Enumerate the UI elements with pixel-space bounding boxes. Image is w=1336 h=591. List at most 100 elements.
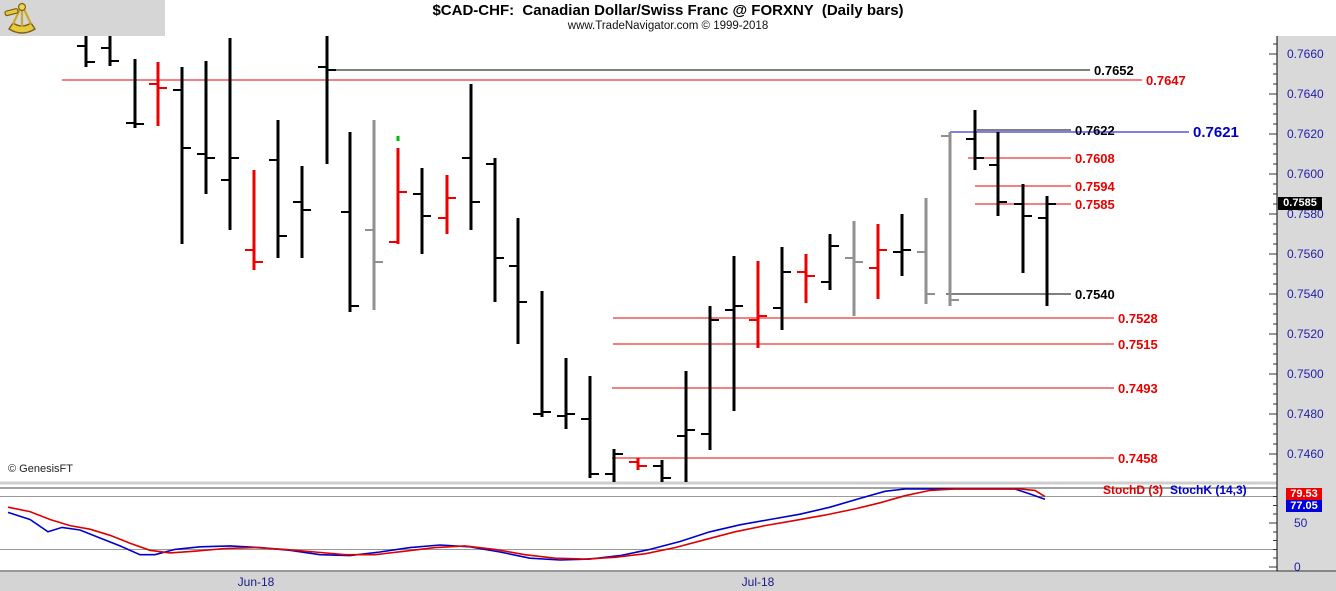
price-axis-label-0.7640: 0.7640 — [1287, 87, 1324, 101]
price-bar — [108, 36, 112, 66]
price-axis-label-0.7580: 0.7580 — [1287, 207, 1324, 221]
level-label-0.7594: 0.7594 — [1075, 179, 1116, 194]
bar-close-tick — [614, 453, 623, 455]
bar-close-tick — [975, 157, 984, 159]
current-price-badge: 0.7585 — [1278, 197, 1322, 210]
bar-close-tick — [638, 465, 647, 467]
bar-close-tick — [374, 261, 383, 263]
bar-open-tick — [893, 251, 902, 253]
bar-close-tick — [350, 305, 359, 307]
bar-open-tick — [701, 433, 710, 435]
bar-open-tick — [318, 66, 327, 68]
bar-open-tick — [989, 164, 998, 166]
bar-close-tick — [734, 305, 743, 307]
bar-close-tick — [686, 429, 695, 431]
bar-close-tick — [758, 315, 767, 317]
stoch-d-legend-label[interactable]: StochD (3) — [1103, 483, 1163, 497]
bar-close-tick — [878, 249, 887, 251]
bar-close-tick — [495, 257, 504, 259]
price-bar — [948, 132, 952, 306]
stoch-axis-label-50: 50 — [1294, 516, 1308, 530]
bar-open-tick — [581, 418, 590, 420]
bar-close-tick — [182, 147, 191, 149]
level-label-0.7585: 0.7585 — [1075, 197, 1115, 212]
price-bar — [732, 256, 736, 411]
level-label-0.7493: 0.7493 — [1118, 381, 1158, 396]
bar-open-tick — [293, 201, 302, 203]
stoch-d-line — [7, 488, 1046, 560]
bar-open-tick — [438, 217, 447, 219]
bar-open-tick — [629, 461, 638, 463]
price-bar — [396, 148, 400, 244]
bar-close-tick — [854, 261, 863, 263]
price-axis-label-0.7520: 0.7520 — [1287, 327, 1324, 341]
bar-open-tick — [941, 135, 950, 137]
bar-open-tick — [773, 307, 782, 309]
bar-close-tick — [422, 215, 431, 217]
chart-title: $CAD-CHF: Canadian Dollar/Swiss Franc @ … — [432, 2, 904, 19]
bar-close-tick — [230, 157, 239, 159]
bar-open-tick — [1038, 217, 1047, 219]
stoch-k-value-badge: 77.05 — [1286, 500, 1322, 512]
bar-open-tick — [245, 249, 254, 251]
price-axis-label-0.7620: 0.7620 — [1287, 127, 1324, 141]
bar-close-tick — [206, 157, 215, 159]
level-label-0.7622: 0.7622 — [1075, 123, 1115, 138]
bar-open-tick — [725, 309, 734, 311]
price-bar — [180, 67, 184, 244]
stoch-k-line — [7, 488, 1046, 561]
price-bar — [996, 132, 1000, 216]
x-axis-label-jul18: Jul-18 — [741, 575, 775, 589]
price-bar — [348, 132, 352, 312]
level-label-0.7540: 0.7540 — [1075, 287, 1115, 302]
bar-open-tick — [966, 138, 975, 140]
bar-open-tick — [149, 83, 158, 85]
bar-close-tick — [110, 60, 119, 62]
bar-close-tick — [806, 275, 815, 277]
chart-subtitle: www.TradeNavigator.com © 1999-2018 — [567, 20, 769, 32]
bar-close-tick — [135, 123, 144, 125]
price-axis-label-0.7540: 0.7540 — [1287, 287, 1324, 301]
bar-open-tick — [845, 257, 854, 259]
level-label-0.7647: 0.7647 — [1146, 73, 1186, 88]
price-bar — [156, 62, 160, 126]
bar-close-tick — [830, 245, 839, 247]
genesis-watermark: © GenesisFT — [8, 463, 73, 475]
bar-open-tick — [101, 47, 110, 49]
bar-close-tick — [447, 197, 456, 199]
bar-open-tick — [389, 241, 398, 243]
bar-close-tick — [542, 411, 551, 413]
bar-open-tick — [221, 179, 230, 181]
price-bar — [325, 36, 329, 164]
bar-open-tick — [509, 265, 518, 267]
level-label-0.7621: 0.7621 — [1193, 124, 1239, 141]
bar-open-tick — [173, 89, 182, 91]
bar-close-tick — [998, 201, 1007, 203]
bar-open-tick — [677, 435, 686, 437]
price-bar — [828, 234, 832, 290]
bar-open-tick — [462, 157, 471, 159]
bar-open-tick — [413, 193, 422, 195]
price-bar — [588, 376, 592, 478]
price-axis-label-0.7660: 0.7660 — [1287, 47, 1324, 61]
bar-close-tick — [566, 413, 575, 415]
price-bar — [204, 61, 208, 194]
x-axis-label-jun18: Jun-18 — [237, 575, 275, 589]
price-bar — [612, 449, 616, 482]
bar-open-tick — [557, 415, 566, 417]
bar-open-tick — [341, 211, 350, 213]
price-bar — [708, 306, 712, 450]
bar-close-tick — [278, 235, 287, 237]
price-bar — [1021, 184, 1025, 273]
bar-close-tick — [518, 301, 527, 303]
price-bar — [660, 460, 664, 482]
stoch-k-legend-label[interactable]: StochK (14,3) — [1170, 483, 1247, 497]
x-axis-band — [0, 572, 1336, 591]
genesis-sextant-logo-icon — [4, 2, 36, 34]
bar-close-tick — [327, 69, 336, 71]
bar-close-tick — [302, 209, 311, 211]
bar-close-tick — [254, 261, 263, 263]
bar-open-tick — [797, 271, 806, 273]
